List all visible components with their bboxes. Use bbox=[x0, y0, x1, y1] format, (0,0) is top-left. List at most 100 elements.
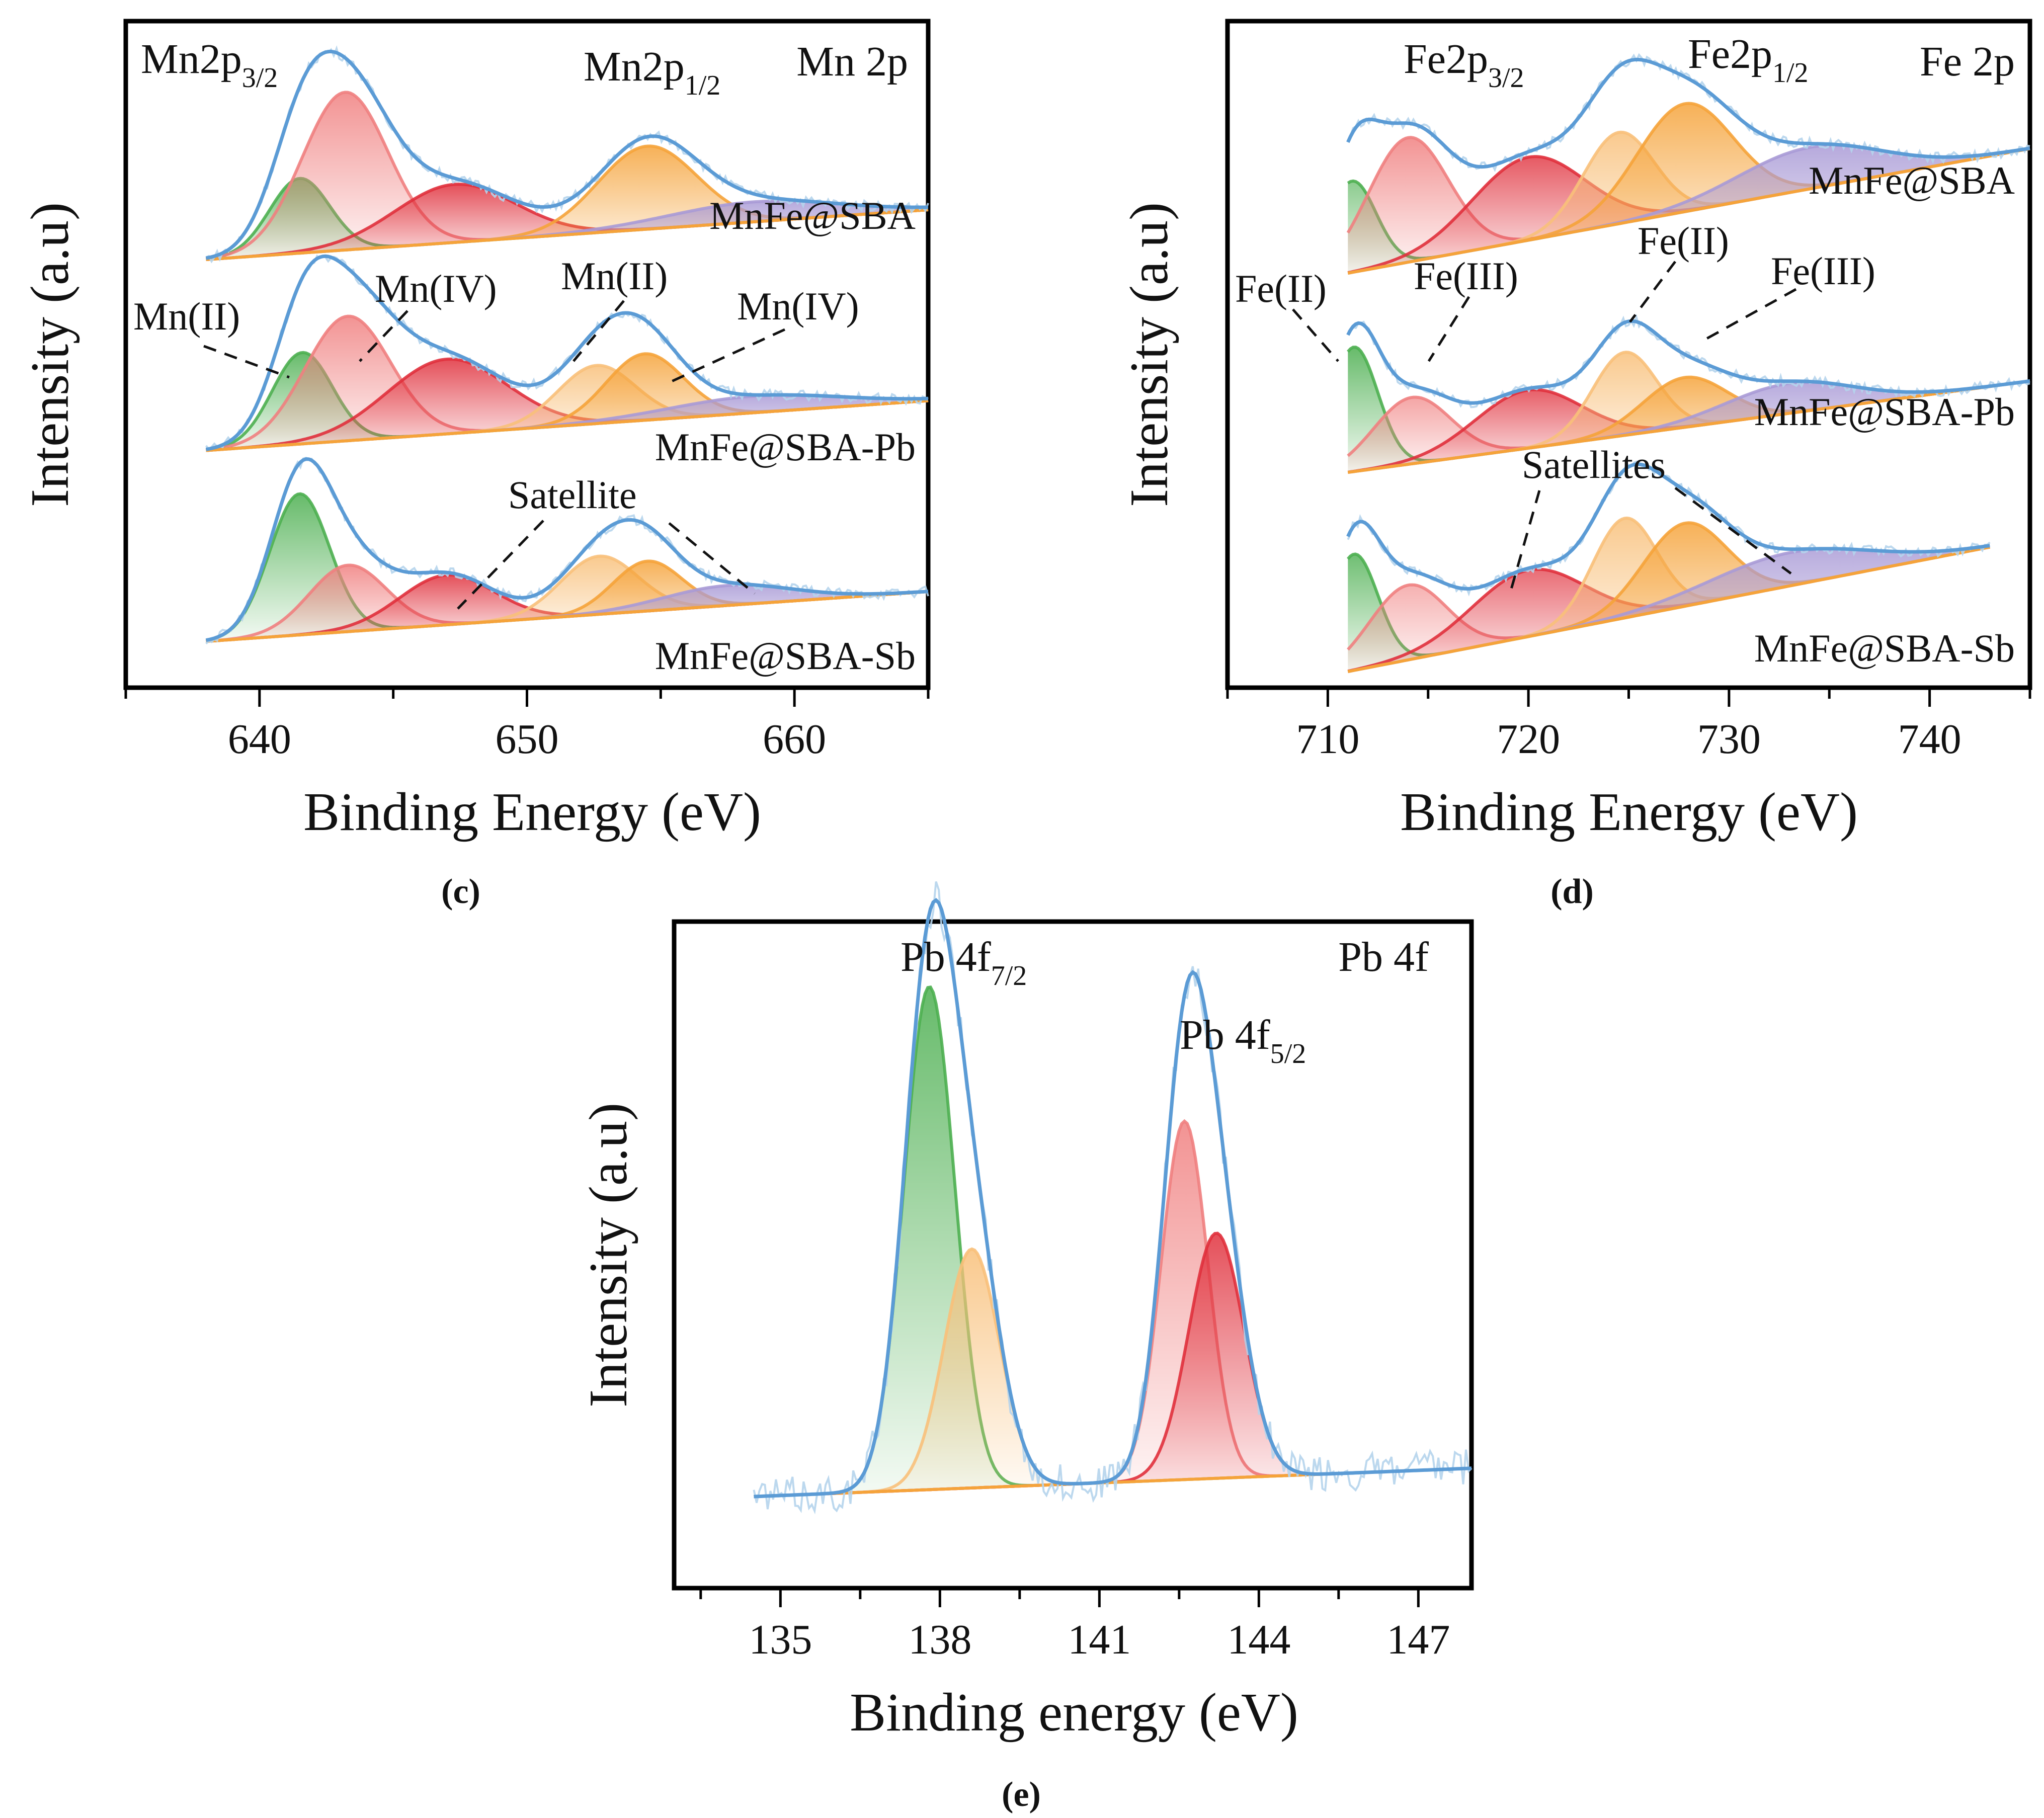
peak-fill-3 bbox=[754, 1121, 1471, 1497]
peak-fill-6 bbox=[1348, 145, 2030, 273]
peak-line-4 bbox=[754, 1231, 1472, 1498]
fe-ii-label-right: Fe(II) bbox=[1638, 219, 1729, 263]
peak-fill-5 bbox=[1348, 103, 2030, 273]
leader-fe-ii-right bbox=[1629, 261, 1676, 323]
x-tick-label: 640 bbox=[228, 716, 291, 763]
peak-fill-2 bbox=[754, 1249, 1471, 1497]
panel-d-spectra bbox=[1346, 53, 2030, 673]
background-line bbox=[1347, 545, 1990, 673]
mn-ii-label-left: Mn(II) bbox=[133, 294, 240, 338]
sample-label-mnfe-sba-sb-c: MnFe@SBA-Sb bbox=[655, 634, 916, 678]
fe-ii-label-left: Fe(II) bbox=[1235, 267, 1327, 310]
leader-fe-iii-left bbox=[1427, 296, 1470, 362]
series-mnfe-sba-sb bbox=[205, 457, 929, 644]
peak-line-2 bbox=[754, 1247, 1472, 1498]
peak-fill-4 bbox=[206, 365, 928, 451]
series-mnfe-sba-sb bbox=[1346, 460, 1991, 673]
x-tick-label: 660 bbox=[763, 716, 826, 763]
panel-d-x-axis-label: Binding Energy (eV) bbox=[1400, 782, 1858, 842]
series-pb-4f bbox=[753, 881, 1473, 1515]
panel-c-x-axis-label: Binding Energy (eV) bbox=[303, 782, 761, 842]
panel-e-y-axis-label: Intensity (a.u) bbox=[579, 1103, 638, 1408]
raw-data-line bbox=[753, 881, 1473, 1515]
leader-mn-iv-right bbox=[663, 328, 786, 386]
series-mnfe-sba-pb bbox=[1346, 313, 2030, 474]
background-line bbox=[206, 399, 929, 452]
fitted-envelope-line bbox=[205, 457, 929, 642]
panel-e-pb4f: 135 138 141 144 147 Pb 4f Pb 4f7/2 Pb 4f5/2 … bbox=[579, 881, 1474, 1814]
panel-e-x-ticks: 135 138 141 144 147 bbox=[699, 1588, 1450, 1663]
x-tick-label: 650 bbox=[496, 716, 559, 763]
panel-c-y-axis-label: Intensity (a.u) bbox=[20, 202, 80, 507]
background-line bbox=[1347, 147, 2030, 275]
x-tick-label: 135 bbox=[749, 1616, 812, 1663]
fe-iii-label-left: Fe(III) bbox=[1414, 254, 1518, 298]
panel-e-caption: (e) bbox=[1002, 1775, 1041, 1814]
peak-fill-3 bbox=[206, 184, 928, 260]
fe2p12-label: Fe2p1/2 bbox=[1688, 31, 1809, 89]
peak-fill-4 bbox=[754, 1233, 1471, 1497]
fitted-envelope-line bbox=[1346, 57, 2030, 169]
fe-iii-label-right: Fe(III) bbox=[1771, 249, 1875, 293]
peak-fill-1 bbox=[754, 987, 1471, 1497]
panel-c-title: Mn 2p bbox=[796, 38, 908, 85]
x-tick-label: 740 bbox=[1898, 716, 1961, 763]
series-mnfe-sba bbox=[205, 45, 929, 264]
panel-c-x-ticks: 640 650 660 bbox=[124, 688, 930, 763]
background-line bbox=[206, 590, 929, 643]
sample-label-mnfe-sba-c: MnFe@SBA bbox=[709, 194, 916, 237]
x-tick-label: 141 bbox=[1068, 1616, 1131, 1663]
leader-mn-ii-left bbox=[203, 345, 290, 379]
x-tick-label: 147 bbox=[1386, 1616, 1450, 1663]
panel-e-spectra bbox=[753, 881, 1473, 1515]
panel-e-x-axis-label: Binding energy (eV) bbox=[850, 1683, 1298, 1743]
panel-d-fe2p: 710 720 730 740 Fe 2p Fe2p3/2 Fe2p1/2 Fe(II… bbox=[1119, 19, 2032, 911]
x-tick-label: 730 bbox=[1697, 716, 1761, 763]
panel-c-mn2p: 640 650 660 Mn 2p Mn2p3/2 Mn2p1/2 Mn(II) M… bbox=[20, 19, 931, 911]
leader-mn-iv-left bbox=[359, 310, 408, 362]
x-tick-label: 138 bbox=[908, 1616, 971, 1663]
fitted-envelope-line bbox=[205, 254, 929, 451]
leader-satellites-right bbox=[1674, 486, 1792, 575]
leader-fe-ii-left bbox=[1292, 308, 1339, 362]
leader-mn-ii-right bbox=[573, 300, 625, 362]
mn-iv-label-left: Mn(IV) bbox=[375, 267, 497, 310]
series-mnfe-sba-pb bbox=[205, 254, 929, 452]
panel-e-plot-frame bbox=[672, 919, 1474, 1591]
sample-label-mnfe-sba-d: MnFe@SBA bbox=[1809, 158, 2015, 202]
panel-d-y-axis-label: Intensity (a.u) bbox=[1119, 202, 1179, 507]
fitted-envelope-line bbox=[1346, 462, 1990, 591]
mn2p12-label: Mn2p1/2 bbox=[584, 43, 720, 101]
peak-fill-3 bbox=[206, 359, 928, 451]
x-tick-label: 144 bbox=[1227, 1616, 1290, 1663]
raw-data-line bbox=[205, 254, 929, 450]
leader-satellites-left bbox=[1508, 490, 1541, 597]
satellites-label: Satellites bbox=[1522, 443, 1666, 486]
satellite-label: Satellite bbox=[508, 473, 637, 517]
panel-e-title: Pb 4f bbox=[1338, 934, 1429, 980]
peak-fill-6 bbox=[206, 585, 928, 641]
peak-fill-6 bbox=[206, 395, 928, 451]
peak-line-3 bbox=[754, 1119, 1472, 1498]
pb4f72-label: Pb 4f7/2 bbox=[901, 934, 1027, 991]
panel-d-title: Fe 2p bbox=[1920, 38, 2015, 85]
panel-d-caption: (d) bbox=[1550, 872, 1594, 911]
mn2p32-label: Mn2p3/2 bbox=[141, 36, 278, 94]
panel-d-x-ticks: 710 720 730 740 bbox=[1226, 688, 2031, 763]
fitted-envelope-line bbox=[754, 897, 1472, 1499]
mn-ii-label-right: Mn(II) bbox=[561, 254, 668, 298]
fe2p32-label: Fe2p3/2 bbox=[1404, 36, 1524, 94]
peak-fill-3 bbox=[206, 574, 928, 641]
sample-label-mnfe-sba-sb-d: MnFe@SBA-Sb bbox=[1754, 626, 2015, 670]
series-mnfe-sba bbox=[1346, 53, 2030, 275]
peak-fill-4 bbox=[206, 556, 928, 641]
fitted-envelope-line bbox=[205, 49, 928, 260]
pb4f52-label: Pb 4f5/2 bbox=[1180, 1012, 1306, 1069]
fitted-envelope-line bbox=[1346, 319, 2030, 405]
peak-line-1 bbox=[754, 985, 1472, 1498]
x-tick-label: 720 bbox=[1497, 716, 1560, 763]
sample-label-mnfe-sba-pb-c: MnFe@SBA-Pb bbox=[655, 425, 916, 469]
x-tick-label: 710 bbox=[1296, 716, 1359, 763]
leader-fe-iii-right bbox=[1699, 288, 1797, 344]
